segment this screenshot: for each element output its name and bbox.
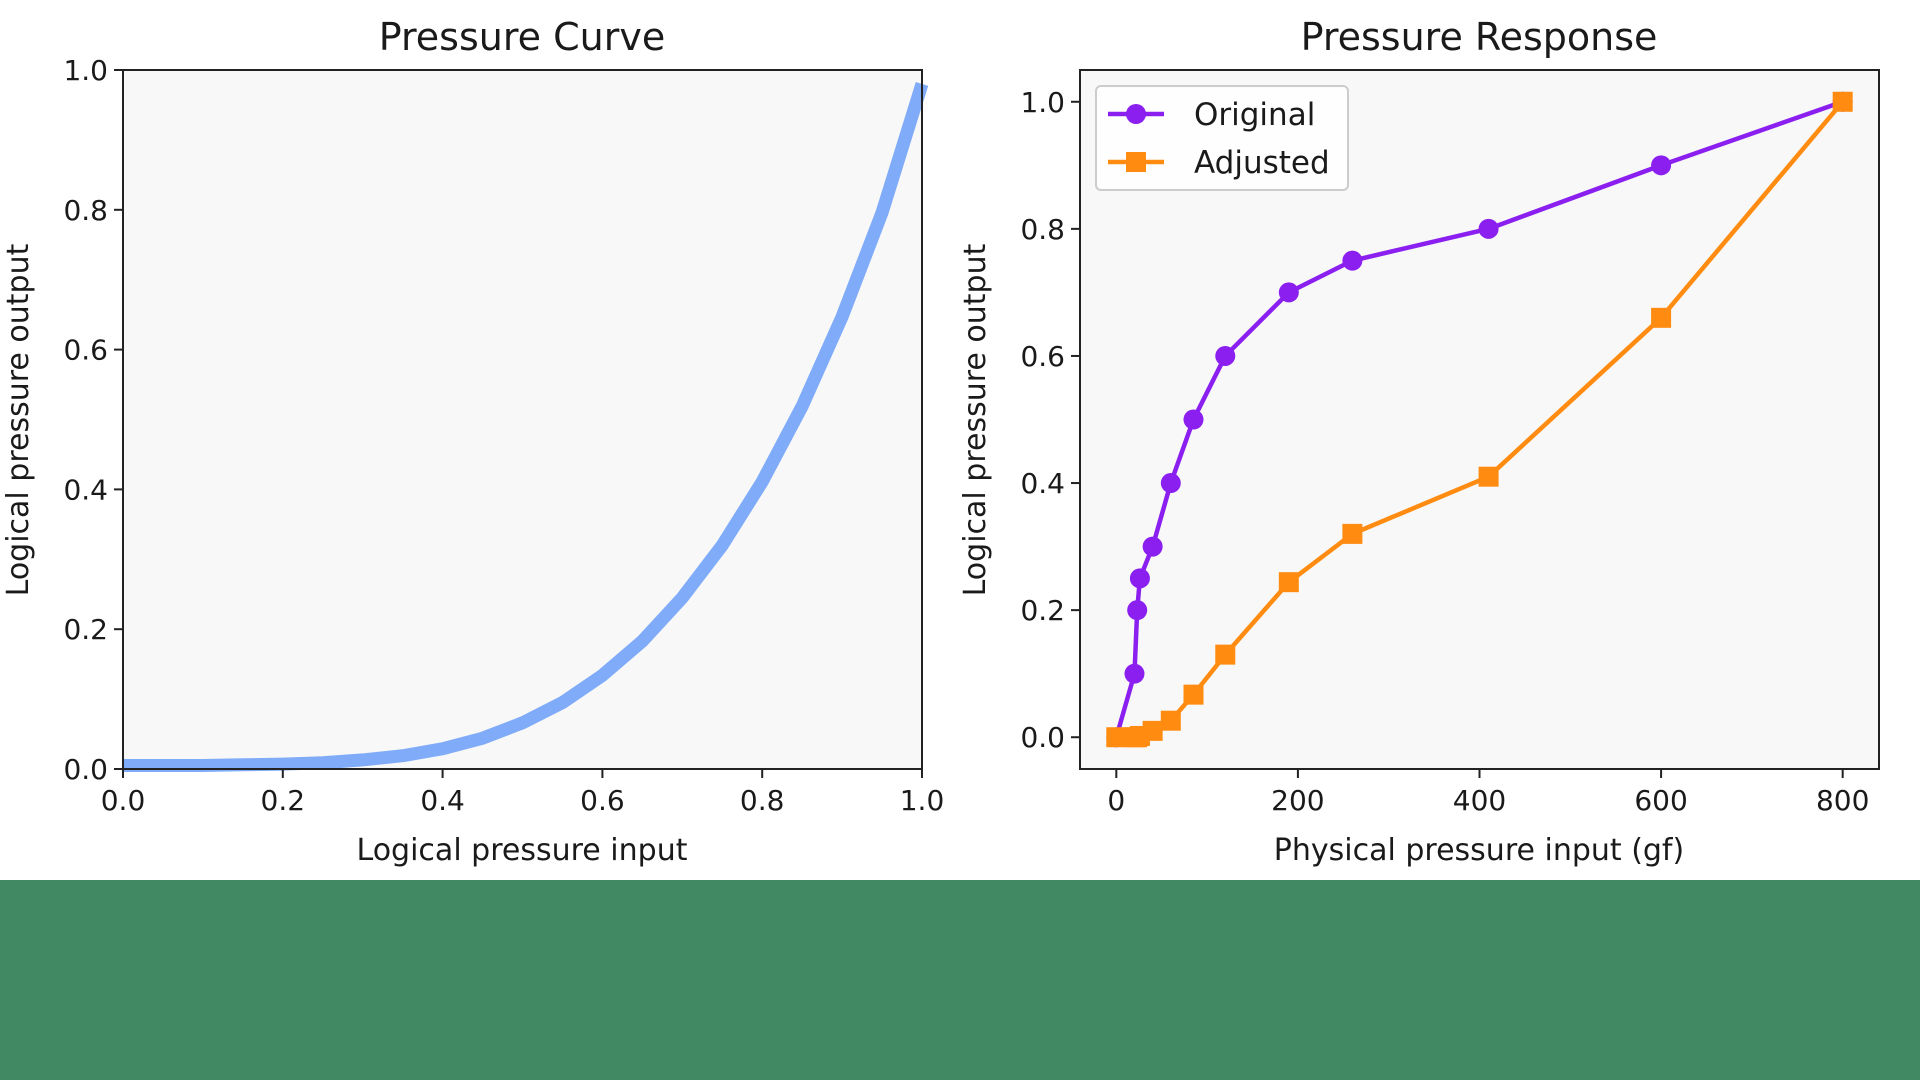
original-point: [1124, 663, 1145, 684]
series-layer: [1106, 91, 1853, 748]
legend-marker-original: [1126, 104, 1146, 124]
original-point: [1278, 282, 1299, 303]
x-tick-label: 200: [1271, 784, 1324, 817]
original-point: [1142, 536, 1163, 557]
x-tick-label: 0: [1107, 784, 1125, 817]
x-tick-label: 0.6: [580, 784, 625, 817]
series-layer: [123, 82, 929, 773]
x-tick-label: 400: [1453, 784, 1506, 817]
adjusted-point: [1278, 572, 1299, 593]
y-tick-label: 0.2: [1020, 594, 1065, 627]
original-point: [1127, 600, 1148, 621]
legend: Original Adjusted: [1095, 85, 1349, 191]
adjusted-point: [1651, 307, 1672, 328]
figure-canvas: 0.0 0.2 0.4 0.6 0.8 1.0 0.0 0.2 0.4 0.6 0.8 1.0 Pr…: [1, 15, 1880, 868]
y-tick-label: 0.8: [63, 194, 108, 227]
x-axis-label: Logical pressure input: [357, 833, 688, 868]
y-axis-label: Logical pressure output: [958, 243, 993, 596]
y-tick-label: 1.0: [63, 54, 108, 87]
y-tick-label: 0.6: [63, 334, 108, 367]
original-point: [1215, 345, 1236, 366]
x-tick-label: 0.0: [101, 784, 146, 817]
y-tick-label: 0.4: [1020, 467, 1065, 500]
x-axis: 0 200 400 600 800: [1107, 769, 1869, 817]
x-tick-label: 600: [1634, 784, 1687, 817]
y-tick-label: 0.0: [1020, 721, 1065, 754]
footer-band: [0, 880, 1920, 1080]
original-point: [1651, 155, 1672, 176]
chart-title: Pressure Response: [1301, 15, 1658, 59]
adjusted-point: [1478, 466, 1499, 487]
y-axis-label: Logical pressure output: [1, 243, 36, 596]
x-tick-label: 0.8: [740, 784, 785, 817]
x-tick-label: 1.0: [900, 784, 945, 817]
legend-marker-adjusted: [1126, 152, 1146, 172]
y-axis: 0.0 0.2 0.4 0.6 0.8 1.0: [63, 54, 123, 786]
pressure-response-chart: 0 200 400 600 800 0.0 0.2 0.4 0.6 0.8 1.0 Origina…: [958, 15, 1880, 868]
adjusted-point: [1215, 644, 1236, 665]
adjusted-point: [1832, 91, 1853, 112]
original-point: [1183, 409, 1204, 430]
y-axis: 0.0 0.2 0.4 0.6 0.8 1.0: [1020, 86, 1080, 754]
y-tick-label: 0.4: [63, 473, 108, 506]
pressure-curve-chart: 0.0 0.2 0.4 0.6 0.8 1.0 0.0 0.2 0.4 0.6 0.8 1.0 Pr…: [1, 15, 944, 868]
x-tick-label: 0.2: [261, 784, 306, 817]
original-point: [1129, 568, 1150, 589]
legend-label-original: Original: [1194, 97, 1315, 133]
original-point: [1478, 218, 1499, 239]
original-point: [1160, 473, 1181, 494]
x-axis-label: Physical pressure input (gf): [1274, 833, 1684, 868]
y-tick-label: 0.2: [63, 613, 108, 646]
x-tick-label: 800: [1816, 784, 1869, 817]
original-point: [1342, 250, 1363, 271]
y-tick-label: 1.0: [1020, 86, 1065, 119]
adjusted-point: [1160, 710, 1181, 731]
y-tick-label: 0.0: [63, 753, 108, 786]
adjusted-point: [1142, 720, 1163, 741]
adjusted-point: [1342, 523, 1363, 544]
adjusted-point: [1183, 684, 1204, 705]
adjusted-point: [1106, 727, 1127, 748]
x-axis: 0.0 0.2 0.4 0.6 0.8 1.0: [101, 769, 945, 817]
x-tick-label: 0.4: [420, 784, 465, 817]
y-tick-label: 0.8: [1020, 213, 1065, 246]
legend-label-adjusted: Adjusted: [1194, 145, 1330, 181]
chart-title: Pressure Curve: [379, 15, 665, 59]
plot-frame: [122, 69, 923, 770]
y-tick-label: 0.6: [1020, 340, 1065, 373]
curve-line: [123, 82, 929, 773]
